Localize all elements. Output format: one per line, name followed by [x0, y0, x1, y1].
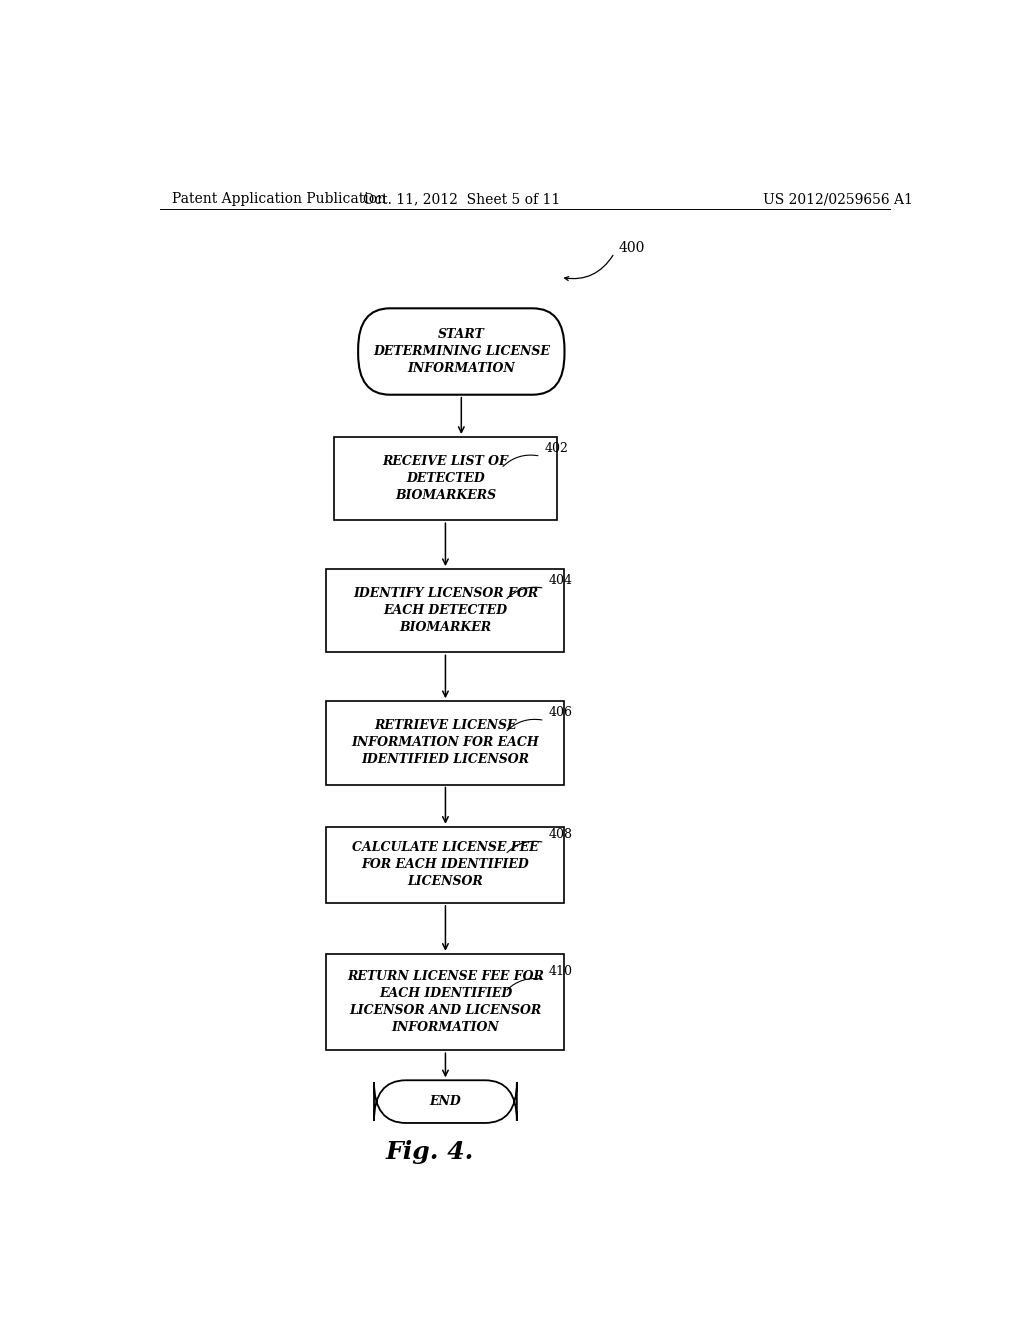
- Bar: [327, 701, 564, 784]
- Text: RETURN LICENSE FEE FOR
EACH IDENTIFIED
LICENSOR AND LICENSOR
INFORMATION: RETURN LICENSE FEE FOR EACH IDENTIFIED L…: [347, 970, 544, 1034]
- FancyArrowPatch shape: [507, 587, 542, 598]
- FancyArrowPatch shape: [507, 841, 542, 853]
- FancyArrowPatch shape: [507, 978, 542, 990]
- Text: IDENTIFY LICENSOR FOR
EACH DETECTED
BIOMARKER: IDENTIFY LICENSOR FOR EACH DETECTED BIOM…: [353, 587, 538, 634]
- FancyArrowPatch shape: [503, 455, 538, 466]
- Text: Patent Application Publication: Patent Application Publication: [172, 191, 386, 206]
- Text: 404: 404: [549, 574, 572, 586]
- Text: START
DETERMINING LICENSE
INFORMATION: START DETERMINING LICENSE INFORMATION: [373, 327, 550, 375]
- Text: Fig. 4.: Fig. 4.: [385, 1140, 474, 1164]
- FancyBboxPatch shape: [374, 1080, 517, 1123]
- Text: 408: 408: [549, 828, 572, 841]
- Text: 406: 406: [549, 706, 572, 719]
- Text: RECEIVE LIST OF
DETECTED
BIOMARKERS: RECEIVE LIST OF DETECTED BIOMARKERS: [383, 455, 508, 502]
- Bar: [327, 569, 564, 652]
- Bar: [334, 437, 557, 520]
- Text: 402: 402: [545, 442, 568, 454]
- FancyArrowPatch shape: [564, 255, 613, 280]
- FancyArrowPatch shape: [507, 719, 542, 731]
- Text: RETRIEVE LICENSE
INFORMATION FOR EACH
IDENTIFIED LICENSOR: RETRIEVE LICENSE INFORMATION FOR EACH ID…: [351, 719, 540, 767]
- Text: END: END: [429, 1096, 462, 1107]
- Text: CALCULATE LICENSE FEE
FOR EACH IDENTIFIED
LICENSOR: CALCULATE LICENSE FEE FOR EACH IDENTIFIE…: [352, 841, 539, 888]
- FancyBboxPatch shape: [358, 309, 564, 395]
- Text: 400: 400: [618, 240, 645, 255]
- Text: US 2012/0259656 A1: US 2012/0259656 A1: [763, 191, 912, 206]
- Text: Oct. 11, 2012  Sheet 5 of 11: Oct. 11, 2012 Sheet 5 of 11: [362, 191, 560, 206]
- Bar: [327, 826, 564, 903]
- Text: 410: 410: [549, 965, 572, 978]
- Bar: [327, 954, 564, 1051]
